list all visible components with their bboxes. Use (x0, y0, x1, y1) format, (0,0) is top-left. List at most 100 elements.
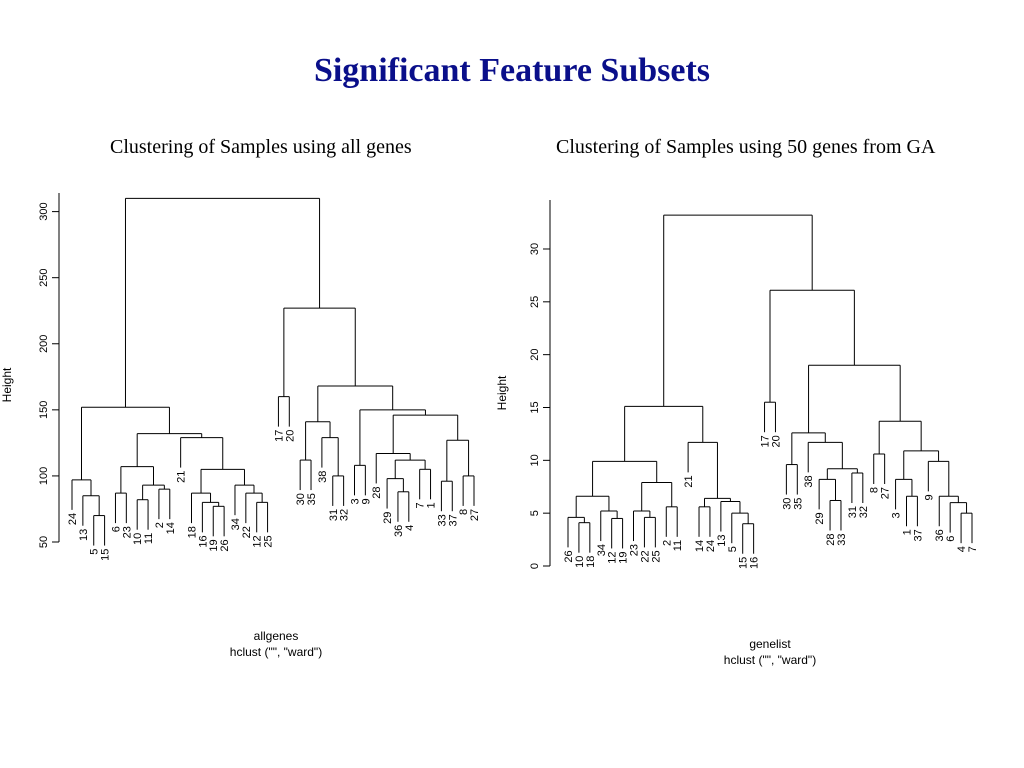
y-tick-label: 5 (529, 510, 541, 516)
leaf-label: 15 (100, 549, 112, 561)
leaf-label: 14 (694, 540, 706, 552)
y-tick-label: 200 (38, 335, 50, 353)
leaf-label: 21 (176, 471, 188, 483)
leaf-label: 28 (825, 533, 837, 545)
leaf-label: 2 (661, 540, 673, 546)
leaf-label: 20 (770, 435, 782, 447)
leaf-label: 17 (760, 435, 772, 447)
leaf-label: 26 (219, 539, 231, 551)
y-tick-label: 10 (529, 454, 541, 466)
leaf-label: 21 (683, 475, 695, 487)
leaf-label: 34 (230, 518, 242, 530)
y-tick-label: 0 (529, 563, 541, 569)
leaf-label: 25 (650, 550, 662, 562)
leaf-label: 31 (328, 509, 340, 521)
leaf-label: 20 (284, 430, 296, 442)
leaf-label: 29 (382, 512, 394, 524)
leaf-label: 13 (78, 529, 90, 541)
y-tick-label: 300 (38, 202, 50, 220)
leaf-label: 4 (956, 546, 968, 552)
leaf-label: 27 (880, 487, 892, 499)
leaf-label: 33 (436, 514, 448, 526)
leaf-label: 9 (360, 498, 372, 504)
method-label: hclust ("", "ward") (230, 645, 322, 659)
y-axis-label: Height (0, 367, 14, 402)
leaf-label: 2 (154, 522, 166, 528)
leaf-label: 36 (934, 529, 946, 541)
leaf-label: 19 (618, 551, 630, 563)
leaf-label: 11 (672, 540, 684, 551)
left-chart-title: Clustering of Samples using all genes (110, 136, 412, 158)
leaf-label: 29 (814, 512, 826, 524)
leaf-label: 34 (596, 544, 608, 556)
leaf-label: 30 (781, 498, 793, 510)
leaf-label: 35 (792, 498, 804, 510)
leaf-label: 12 (607, 551, 619, 563)
leaf-label: 10 (574, 556, 586, 568)
y-tick-label: 150 (38, 401, 50, 419)
leaf-label: 16 (197, 535, 209, 547)
leaf-label: 4 (404, 525, 416, 531)
method-label: hclust ("", "ward") (724, 653, 816, 667)
leaf-label: 16 (749, 557, 761, 569)
leaf-label: 31 (847, 506, 859, 518)
leaf-label: 3 (891, 512, 903, 518)
y-tick-label: 30 (529, 243, 541, 255)
leaf-label: 17 (273, 430, 285, 442)
leaf-label: 23 (121, 526, 133, 538)
y-axis-label: Height (495, 375, 509, 410)
slide-title: Significant Feature Subsets (313, 52, 711, 89)
leaf-label: 7 (967, 546, 979, 552)
leaf-label: 12 (252, 535, 264, 547)
leaf-label: 38 (317, 471, 329, 483)
dendrogram-ga-genes: 2610183412192322252112114241351516172030… (495, 200, 979, 667)
leaf-label: 18 (187, 526, 199, 538)
y-tick-label: 25 (529, 296, 541, 308)
leaf-label: 22 (241, 526, 253, 538)
right-chart-title: Clustering of Samples using 50 genes fro… (556, 136, 936, 158)
leaf-label: 32 (858, 506, 870, 518)
y-tick-label: 100 (38, 467, 50, 485)
leaf-label: 37 (912, 529, 924, 541)
leaf-label: 3 (349, 498, 361, 504)
leaf-label: 5 (727, 546, 739, 552)
leaf-label: 5 (89, 549, 101, 555)
leaf-label: 18 (585, 556, 597, 568)
leaf-label: 6 (110, 526, 122, 532)
leaf-label: 28 (371, 486, 383, 498)
leaf-label: 11 (143, 533, 155, 544)
leaf-label: 25 (263, 535, 275, 547)
leaf-label: 24 (705, 540, 717, 552)
leaf-label: 36 (393, 525, 405, 537)
leaf-label: 26 (563, 550, 575, 562)
dendrogram-all-genes: 2413515623101121421181619263422122517203… (0, 193, 481, 659)
leaf-label: 30 (295, 493, 307, 505)
leaf-label: 9 (923, 494, 935, 500)
leaf-label: 8 (458, 509, 470, 515)
y-tick-label: 15 (529, 401, 541, 413)
leaf-label: 23 (629, 544, 641, 556)
leaf-label: 37 (447, 514, 459, 526)
y-tick-label: 250 (38, 269, 50, 287)
leaf-label: 1 (426, 502, 438, 508)
leaf-label: 6 (945, 536, 957, 542)
leaf-label: 38 (803, 475, 815, 487)
leaf-label: 10 (132, 533, 144, 545)
leaf-label: 14 (165, 522, 177, 534)
leaf-label: 7 (415, 502, 427, 508)
leaf-label: 1 (901, 529, 913, 535)
leaf-label: 33 (836, 533, 848, 545)
leaf-label: 13 (716, 535, 728, 547)
leaf-label: 15 (738, 557, 750, 569)
leaf-label: 8 (869, 487, 881, 493)
leaf-label: 19 (208, 539, 220, 551)
x-axis-label: genelist (749, 637, 791, 651)
leaf-label: 32 (339, 509, 351, 521)
leaf-label: 35 (306, 493, 318, 505)
y-tick-label: 50 (38, 536, 50, 548)
leaf-label: 22 (639, 550, 651, 562)
x-axis-label: allgenes (254, 629, 299, 643)
leaf-label: 24 (67, 513, 79, 525)
y-tick-label: 20 (529, 349, 541, 361)
